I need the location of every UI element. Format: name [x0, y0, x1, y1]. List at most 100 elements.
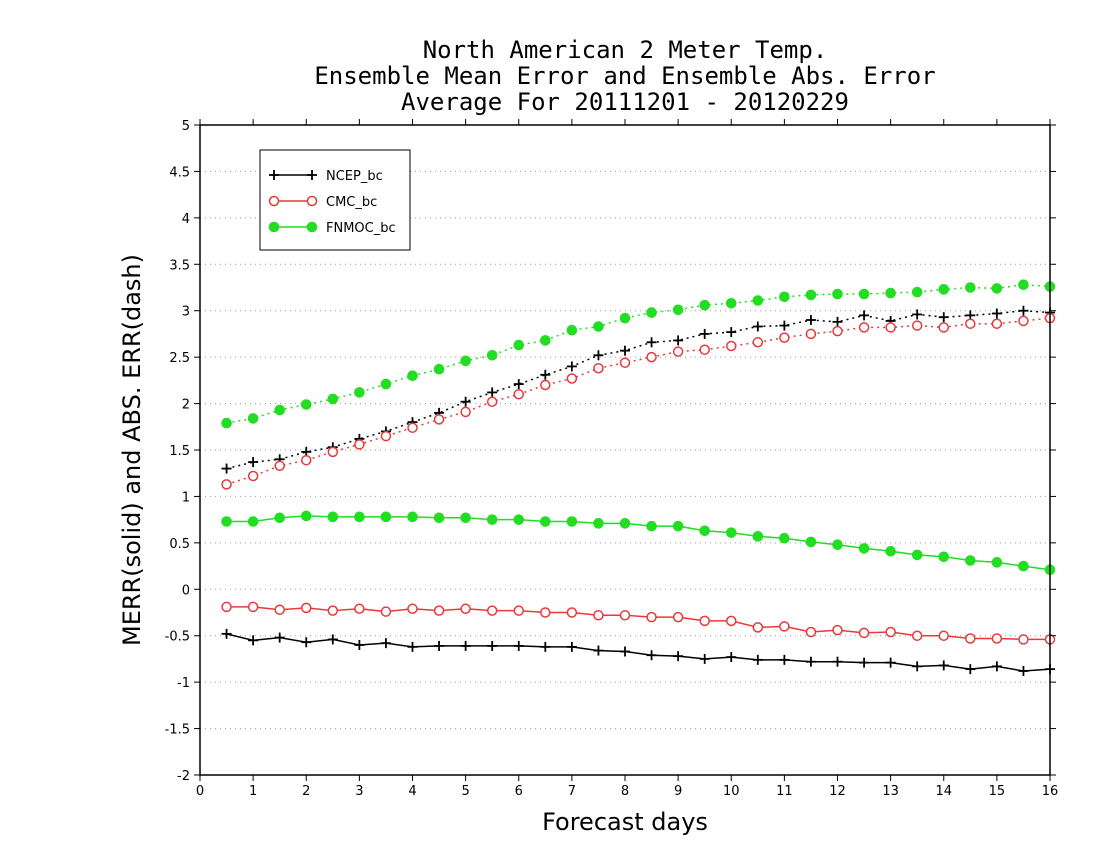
cmc-bc-merr-point — [672, 611, 684, 623]
cmc-bc-abserr-point — [991, 318, 1003, 329]
fnmoc-bc-abserr-point — [752, 295, 764, 306]
fnmoc-bc-abserr-point — [566, 324, 578, 336]
ncep-bc-abserr-series — [221, 305, 1055, 474]
ncep-bc-merr-point — [938, 660, 949, 671]
ncep-bc-merr-point — [832, 656, 843, 667]
y-tick-label: -1.5 — [165, 723, 190, 738]
x-tick-label: 13 — [882, 784, 899, 799]
y-tick-label: 0.5 — [169, 537, 190, 552]
chart-title-line-1: North American 2 Meter Temp. — [422, 36, 828, 64]
ncep-bc-abserr-point — [593, 350, 604, 361]
fnmoc-bc-abserr-point — [486, 349, 498, 361]
x-tick-label: 3 — [355, 784, 363, 799]
fnmoc-bc-abserr-line — [226, 283, 1051, 424]
fnmoc-bc-abserr-point — [247, 413, 259, 424]
cmc-bc-merr-point — [327, 605, 339, 616]
chart-title-line-3: Average For 20111201 - 20120229 — [401, 88, 849, 116]
cmc-bc-abserr-point — [407, 422, 418, 433]
cmc-bc-merr-line — [226, 606, 1050, 641]
cmc-bc-merr-point — [433, 605, 445, 616]
cmc-bc-abserr-point — [274, 460, 285, 472]
legend-item-ncep-bc: NCEP_bc — [269, 169, 383, 184]
cmc-bc-abserr-point — [460, 406, 471, 418]
fnmoc-bc-abserr-point — [699, 299, 710, 311]
cmc-bc-merr-series — [221, 601, 1056, 645]
fnmoc-bc-merr-point — [1018, 560, 1029, 572]
fnmoc-bc-abserr-point — [460, 355, 471, 367]
cmc-bc-abserr-point — [513, 389, 524, 400]
ncep-bc-abserr-point — [991, 308, 1002, 319]
cmc-bc-merr-point — [513, 605, 524, 616]
fnmoc-bc-merr-point — [938, 551, 950, 563]
legend-label: NCEP_bc — [326, 169, 383, 184]
y-tick-label: 3.5 — [169, 258, 190, 273]
cmc-bc-merr-point — [301, 602, 312, 614]
x-tick-label: 0 — [196, 784, 204, 799]
fnmoc-bc-abserr-point — [619, 312, 631, 324]
cmc-bc-abserr-point — [805, 328, 817, 340]
fnmoc-bc-abserr-point — [965, 282, 976, 293]
cmc-bc-merr-point — [938, 630, 949, 641]
y-tick-label: 2 — [182, 398, 190, 413]
legend-marker — [269, 170, 279, 180]
ncep-bc-abserr-point — [248, 457, 259, 468]
ncep-bc-merr-point — [752, 654, 763, 665]
chart-title-line-2: Ensemble Mean Error and Ensemble Abs. Er… — [314, 62, 936, 90]
cmc-bc-merr-point — [965, 633, 976, 644]
x-tick-label: 1 — [249, 784, 257, 799]
cmc-bc-merr-point — [460, 603, 471, 615]
y-tick-label: 4 — [182, 212, 190, 227]
cmc-bc-abserr-point — [486, 396, 498, 407]
fnmoc-bc-merr-point — [380, 511, 392, 523]
fnmoc-bc-merr-point — [221, 516, 232, 527]
ncep-bc-merr-point — [965, 664, 976, 675]
x-tick-label: 6 — [515, 784, 523, 799]
fnmoc-bc-merr-series — [221, 510, 1056, 576]
cmc-bc-abserr-point — [779, 332, 790, 343]
cmc-bc-merr-point — [247, 601, 259, 613]
x-tick-label: 4 — [408, 784, 416, 799]
fnmoc-bc-merr-point — [858, 543, 870, 554]
cmc-bc-merr-point — [1018, 634, 1029, 645]
ncep-bc-merr-point — [301, 637, 312, 648]
ncep-bc-merr-point — [1018, 666, 1029, 676]
cmc-bc-abserr-point — [1018, 315, 1029, 327]
ncep-bc-abserr-point — [779, 320, 790, 331]
x-axis-label: Forecast days — [542, 808, 708, 836]
cmc-bc-merr-point — [486, 605, 498, 616]
fnmoc-bc-abserr-point — [274, 404, 285, 416]
fnmoc-bc-merr-point — [327, 511, 339, 523]
ncep-bc-abserr-point — [513, 379, 524, 390]
fnmoc-bc-merr-point — [460, 512, 471, 524]
legend-marker — [307, 170, 317, 180]
ncep-bc-merr-point — [726, 652, 737, 663]
cmc-bc-merr-point — [593, 610, 604, 621]
ncep-bc-abserr-point — [859, 310, 870, 321]
fnmoc-bc-abserr-point — [991, 283, 1003, 294]
cmc-bc-abserr-point — [672, 346, 684, 357]
fnmoc-bc-abserr-point — [885, 287, 896, 299]
x-tick-label: 8 — [621, 784, 629, 799]
cmc-bc-abserr-point — [699, 344, 710, 355]
ncep-bc-merr-point — [487, 640, 498, 651]
fnmoc-bc-merr-point — [885, 545, 896, 557]
y-tick-label: 0 — [182, 583, 190, 598]
ncep-bc-merr-point — [221, 628, 232, 639]
ncep-bc-merr-point — [912, 661, 923, 672]
legend-marker — [268, 221, 280, 233]
fnmoc-bc-abserr-point — [725, 297, 737, 309]
cmc-bc-merr-point — [407, 603, 418, 615]
cmc-bc-abserr-point — [938, 322, 949, 333]
fnmoc-bc-merr-point — [247, 516, 259, 527]
ncep-bc-abserr-point — [832, 316, 843, 327]
cmc-bc-abserr-point — [646, 351, 657, 363]
ncep-bc-merr-point — [248, 635, 259, 646]
cmc-bc-abserr-point — [380, 430, 392, 442]
ncep-bc-abserr-point — [726, 327, 737, 338]
ncep-bc-abserr-point — [938, 312, 949, 323]
y-axis-label: MERR(solid) and ABS. ERR(dash) — [118, 254, 146, 646]
fnmoc-bc-merr-point — [407, 511, 418, 523]
cmc-bc-merr-point — [726, 615, 737, 627]
fnmoc-bc-merr-point — [619, 518, 631, 529]
